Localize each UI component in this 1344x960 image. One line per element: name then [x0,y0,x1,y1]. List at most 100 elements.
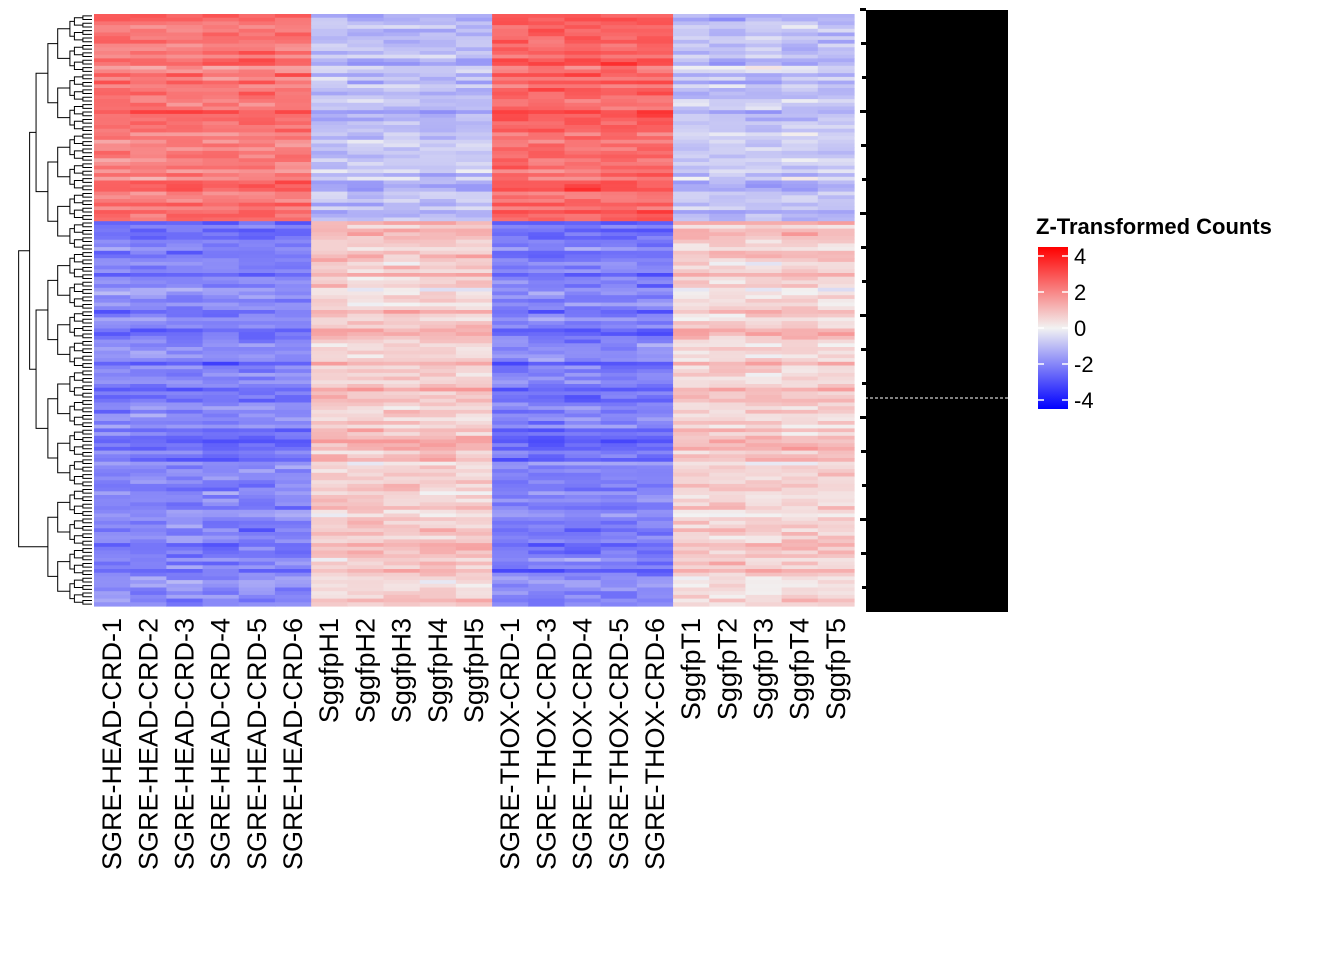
heatmap-cell [311,80,348,85]
heatmap-cell [130,206,167,211]
heatmap-cell [492,88,529,93]
heatmap-cell [238,121,276,126]
heatmap-cell [564,469,602,474]
heatmap-cell [455,113,493,119]
heatmap-cell [528,313,566,318]
heatmap-cell [564,280,602,285]
heatmap-cell [419,402,457,407]
heatmap-cell [673,554,710,559]
heatmap-cell [745,332,783,337]
heatmap-cell [455,369,493,374]
heatmap-cell [94,232,131,237]
heatmap-cell [238,506,276,511]
heatmap-cell [166,39,204,45]
heatmap-cell [564,358,602,363]
heatmap-cell [166,546,204,552]
heatmap-cell [383,324,421,330]
heatmap-cell [166,369,204,374]
heatmap-cell [383,528,421,533]
heatmap-cell [311,25,348,30]
dendrogram-branch [82,274,92,280]
heatmap-cell [564,110,602,115]
heatmap-cell [94,154,131,159]
heatmap-cell [564,491,602,496]
heatmap-cell [455,199,493,204]
heatmap-cell [709,47,747,52]
heatmap-cell [673,14,710,19]
heatmap-cell [311,454,348,459]
heatmap-cell [166,472,204,478]
heatmap-cell [709,321,747,326]
heatmap-cell [781,287,819,293]
row-label-tick [861,348,867,351]
dendrogram-branch [69,80,75,96]
heatmap-cell [130,91,167,96]
heatmap-cell [673,306,710,311]
heatmap-cell [130,36,167,41]
heatmap-cell [564,461,602,466]
heatmap-cell [492,132,529,137]
heatmap-cell [781,409,819,415]
heatmap-cell [709,458,747,463]
heatmap-cell [455,402,493,407]
heatmap-cell [455,210,493,215]
heatmap-cell [492,125,529,130]
heatmap-cell [817,495,855,500]
heatmap-cell [745,417,783,422]
heatmap-cell [564,206,602,211]
heatmap-cell [274,594,312,600]
dendrogram-branch [57,501,70,533]
heatmap-cell [166,76,204,82]
heatmap-cell [492,587,529,592]
heatmap-cell [528,106,566,111]
heatmap-cell [528,195,566,200]
dendrogram-branch [57,205,70,237]
heatmap-cell [745,280,783,285]
heatmap-cell [817,239,855,244]
heatmap-cell [564,443,602,448]
heatmap-cell [274,106,312,111]
heatmap-cell [564,509,602,515]
heatmap-cell [564,602,602,607]
heatmap-cell [600,361,638,367]
heatmap-cell [673,187,710,193]
heatmap-cell [94,191,131,196]
heatmap-cell [492,487,529,492]
heatmap-cell [781,524,819,529]
heatmap-cell [745,276,783,281]
heatmap-cell [528,317,566,322]
heatmap-cell [528,343,566,348]
dendrogram-branch [82,400,92,405]
heatmap-cell [238,476,276,481]
heatmap-cell [600,47,638,52]
heatmap-cell [311,65,348,71]
heatmap-cell [383,224,421,230]
heatmap-cell [817,602,855,607]
heatmap-cell [600,62,638,67]
heatmap-cell [419,443,457,448]
heatmap-cell [383,483,421,489]
heatmap-cell [94,361,131,367]
heatmap-cell [455,184,493,189]
heatmap-cell [709,587,747,592]
heatmap-cell [383,487,421,492]
heatmap-cell [709,73,747,78]
heatmap-cell [817,402,855,407]
heatmap-cell [94,469,131,474]
heatmap-cell [130,502,167,507]
heatmap-cell [600,247,638,252]
heatmap-cell [130,369,167,374]
heatmap-cell [817,125,855,130]
heatmap-cell [383,169,421,174]
heatmap-cell [564,524,602,529]
heatmap-cell [817,598,855,603]
heatmap-cell [745,88,783,93]
heatmap-cell [130,543,167,548]
heatmap-cell [455,524,493,529]
heatmap-cell [274,365,312,370]
heatmap-cell [636,591,674,596]
heatmap-cell [383,591,421,596]
heatmap-cell [455,202,493,207]
heatmap-cell [94,162,131,167]
heatmap-cell [419,132,457,137]
